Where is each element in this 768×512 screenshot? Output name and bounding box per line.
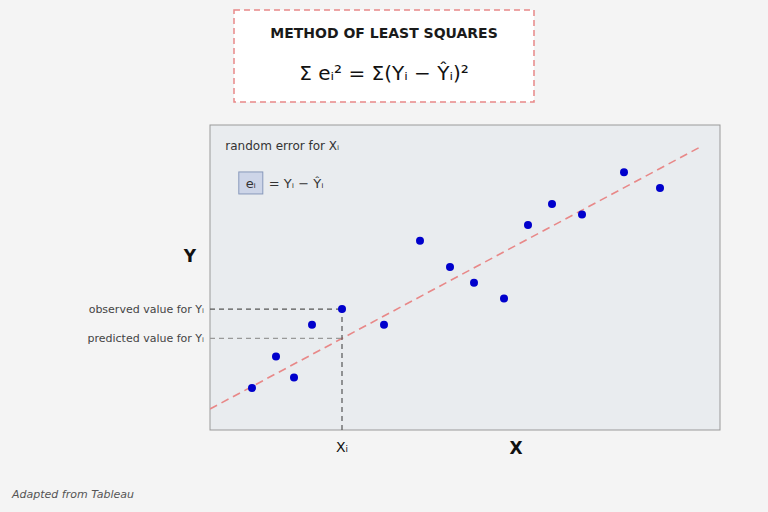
formula-box	[234, 10, 534, 102]
point	[308, 321, 316, 329]
plot-frame	[210, 125, 720, 430]
point	[500, 295, 508, 303]
error-box	[239, 172, 263, 194]
point	[620, 168, 628, 176]
point	[338, 305, 346, 313]
footer: Adapted from Tableau	[11, 488, 134, 501]
point	[380, 321, 388, 329]
predicted-label: predicted value for Yᵢ	[87, 332, 204, 345]
plot-area	[210, 146, 702, 430]
trend-line	[210, 146, 702, 409]
title: METHOD OF LEAST SQUARES	[270, 25, 498, 41]
predicted-line	[210, 338, 342, 339]
point	[416, 237, 424, 245]
xi-label: Xᵢ	[336, 439, 348, 455]
point	[248, 384, 256, 392]
point	[272, 352, 280, 360]
x-label: X	[509, 438, 522, 458]
point	[524, 221, 532, 229]
point	[446, 263, 454, 271]
observed-line	[210, 308, 342, 309]
point	[548, 200, 556, 208]
y-label: Y	[183, 246, 197, 266]
point	[470, 279, 478, 287]
formula: Σ eᵢ² = Σ(Yᵢ − Ŷᵢ)²	[299, 61, 469, 85]
point	[578, 210, 586, 218]
point	[656, 184, 664, 192]
annotation: random error for Xᵢ	[225, 139, 339, 153]
point	[290, 373, 298, 381]
xi-line	[341, 309, 342, 430]
error-label: eᵢ	[246, 176, 256, 191]
error-formula: = Yᵢ − Ŷᵢ	[269, 176, 324, 191]
observed-label: observed value for Yᵢ	[89, 303, 204, 316]
chart: METHOD OF LEAST SQUARES Σ eᵢ² = Σ(Yᵢ − Ŷᵢ…	[0, 0, 768, 512]
